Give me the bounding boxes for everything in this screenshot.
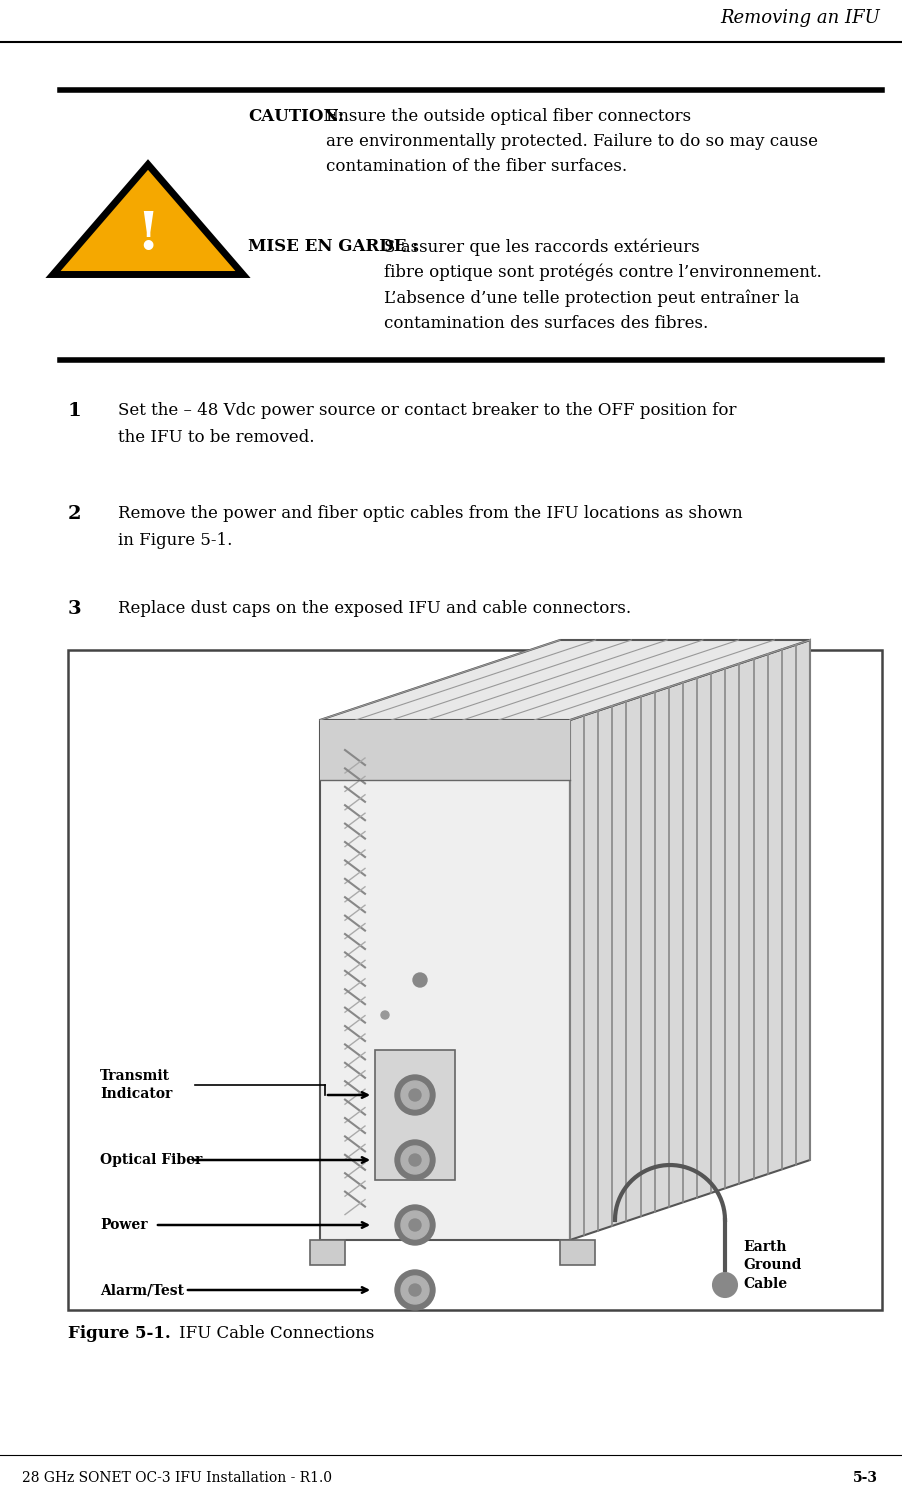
Text: Remove the power and fiber optic cables from the IFU locations as shown
in Figur: Remove the power and fiber optic cables … — [118, 506, 742, 549]
Text: Figure 5-1.: Figure 5-1. — [68, 1325, 170, 1341]
Bar — [320, 720, 570, 781]
Text: 3: 3 — [68, 599, 81, 619]
Circle shape — [401, 1146, 429, 1175]
Circle shape — [395, 1270, 435, 1310]
Text: Earth
Ground
Cable: Earth Ground Cable — [743, 1240, 801, 1291]
Circle shape — [713, 1273, 737, 1297]
Text: Ensure the outside optical fiber connectors
are environmentally protected. Failu: Ensure the outside optical fiber connect… — [326, 109, 818, 174]
Bar — [68, 650, 882, 1310]
Bar — [560, 1240, 595, 1265]
Circle shape — [409, 1219, 421, 1231]
Text: Transmit
Indicator: Transmit Indicator — [100, 1069, 172, 1102]
Circle shape — [401, 1081, 429, 1109]
Text: CAUTION:: CAUTION: — [248, 109, 345, 125]
Circle shape — [409, 1088, 421, 1100]
Text: Replace dust caps on the exposed IFU and cable connectors.: Replace dust caps on the exposed IFU and… — [118, 599, 631, 617]
Circle shape — [401, 1276, 429, 1304]
Text: 2: 2 — [68, 506, 81, 523]
Bar — [375, 1050, 455, 1181]
Text: !: ! — [136, 210, 160, 260]
Bar — [320, 720, 570, 1240]
Text: Alarm/Test: Alarm/Test — [100, 1283, 184, 1297]
Circle shape — [401, 1210, 429, 1239]
Circle shape — [395, 1141, 435, 1181]
Circle shape — [409, 1283, 421, 1297]
Polygon shape — [570, 639, 810, 1240]
Text: Removing an IFU: Removing an IFU — [721, 9, 880, 27]
Circle shape — [395, 1075, 435, 1115]
Text: 1: 1 — [68, 401, 82, 419]
Text: MISE EN GARDE :: MISE EN GARDE : — [248, 238, 419, 254]
Text: IFU Cable Connections: IFU Cable Connections — [158, 1325, 374, 1341]
Text: 5-3: 5-3 — [853, 1471, 878, 1486]
Circle shape — [381, 1011, 389, 1019]
Circle shape — [720, 1280, 730, 1291]
Circle shape — [409, 1154, 421, 1166]
Polygon shape — [320, 639, 810, 720]
Text: Set the – 48 Vdc power source or contact breaker to the OFF position for
the IFU: Set the – 48 Vdc power source or contact… — [118, 401, 737, 446]
Text: S’assurer que les raccords extérieurs
fibre optique sont protégés contre l’envir: S’assurer que les raccords extérieurs fi… — [384, 238, 822, 332]
Bar — [310, 1240, 345, 1265]
Polygon shape — [53, 165, 243, 275]
Text: Power: Power — [100, 1218, 148, 1233]
Text: Optical Fiber: Optical Fiber — [100, 1152, 202, 1167]
Circle shape — [413, 972, 427, 987]
Circle shape — [395, 1204, 435, 1245]
Text: 28 GHz SONET OC-3 IFU Installation - R1.0: 28 GHz SONET OC-3 IFU Installation - R1.… — [22, 1471, 332, 1486]
